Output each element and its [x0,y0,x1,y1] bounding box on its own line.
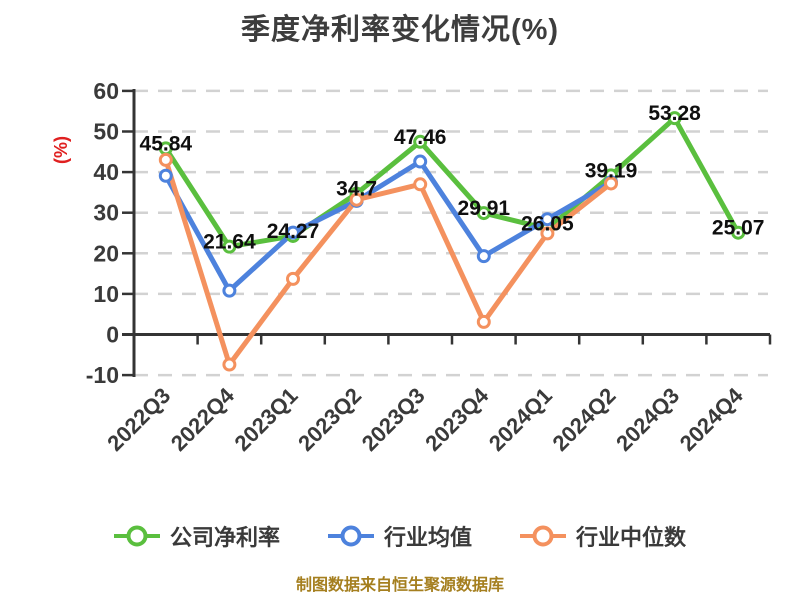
data-point-0-2023Q3[interactable] [413,134,428,149]
x-axis-tick-label-2022Q3: 2022Q3 [102,383,175,456]
data-label-0-2022Q4: 21.64 [203,231,256,254]
data-point-1-2022Q3[interactable] [158,168,173,183]
x-axis-tick-label-2023Q1: 2023Q1 [229,383,302,456]
legend: 公司净利率 行业均值 行业中位数 [0,520,800,552]
data-point-1-2022Q4[interactable] [222,283,237,298]
data-label-0-2024Q4: 25.07 [712,217,765,240]
data-label-0-2023Q2: 34.7 [336,178,377,201]
data-point-2-2023Q2[interactable] [349,192,364,207]
y-axis-tick-label: 0 [106,322,119,348]
y-axis-tick-label: 10 [93,281,119,307]
legend-item-0[interactable]: 公司净利率 [113,520,280,552]
data-label-0-2024Q1: 26.05 [521,213,574,236]
y-axis-tick-label: 20 [93,240,119,266]
legend-label: 公司净利率 [169,525,280,550]
data-point-0-2024Q3[interactable] [667,111,682,126]
series-line-1 [163,159,614,294]
legend-marker-icon [520,525,566,547]
data-point-1-2023Q1[interactable] [286,225,300,240]
data-point-0-2023Q4[interactable] [476,206,491,221]
legend-marker-icon [327,525,374,547]
data-label-0-2024Q3: 53.28 [648,102,701,125]
y-axis-name: (%) [51,136,71,164]
x-axis-tick-label-2023Q2: 2023Q2 [293,383,366,456]
data-point-2-2023Q3[interactable] [413,177,428,192]
legend-label: 行业中位数 [576,525,687,550]
data-point-1-2024Q1[interactable] [540,212,555,227]
data-point-2-2024Q2[interactable] [604,176,618,191]
x-axis-tick-label-2024Q3: 2024Q3 [611,383,684,456]
x-axis-tick-label-2024Q2: 2024Q2 [547,383,620,456]
data-label-0-2023Q3: 47.46 [394,126,447,149]
y-axis-tick-label: 60 [93,78,119,104]
source-caption: 制图数据来自恒生聚源数据库 [295,577,504,594]
legend-marker-icon [113,525,160,547]
x-axis-tick-label-2022Q4: 2022Q4 [166,382,240,456]
legend-item-1[interactable]: 行业均值 [327,520,472,552]
x-axis-tick-label-2024Q1: 2024Q1 [484,383,557,456]
legend-label: 行业均值 [383,525,472,550]
data-point-2-2023Q1[interactable] [286,271,300,286]
data-point-2-2022Q3[interactable] [158,152,173,167]
data-point-2-2024Q1[interactable] [540,226,555,241]
y-axis-tick-label: 30 [93,200,119,226]
series-line-2 [163,157,614,368]
data-label-0-2023Q1: 24.27 [267,220,320,243]
data-point-1-2023Q4[interactable] [476,249,491,264]
plot-area: 60 50 40 30 20 10 0 -102022Q32022Q42023Q12023Q2… [51,78,772,456]
legend-item-2[interactable]: 行业中位数 [520,520,686,552]
chart-title: 季度净利率变化情况(%) [240,14,560,46]
y-axis-tick-label: -10 [86,362,119,388]
data-point-2-2022Q4[interactable] [222,357,237,372]
data-label-0-2022Q3: 45.84 [140,132,193,155]
x-axis-tick-label-2024Q4: 2024Q4 [675,382,749,456]
data-point-2-2023Q4[interactable] [476,314,491,329]
data-label-0-2023Q4: 29.91 [458,197,511,220]
data-label-0-2024Q2: 39.19 [585,159,638,182]
series-line-0 [163,115,741,250]
data-point-0-2024Q4[interactable] [731,225,746,240]
data-point-1-2023Q3[interactable] [413,154,428,169]
y-axis-tick-label: 50 [93,119,119,145]
data-point-0-2022Q4[interactable] [222,239,237,254]
y-axis-tick-label: 40 [93,159,119,185]
x-axis-tick-label-2023Q4: 2023Q4 [420,382,494,456]
x-axis-tick-label-2023Q3: 2023Q3 [357,383,430,456]
